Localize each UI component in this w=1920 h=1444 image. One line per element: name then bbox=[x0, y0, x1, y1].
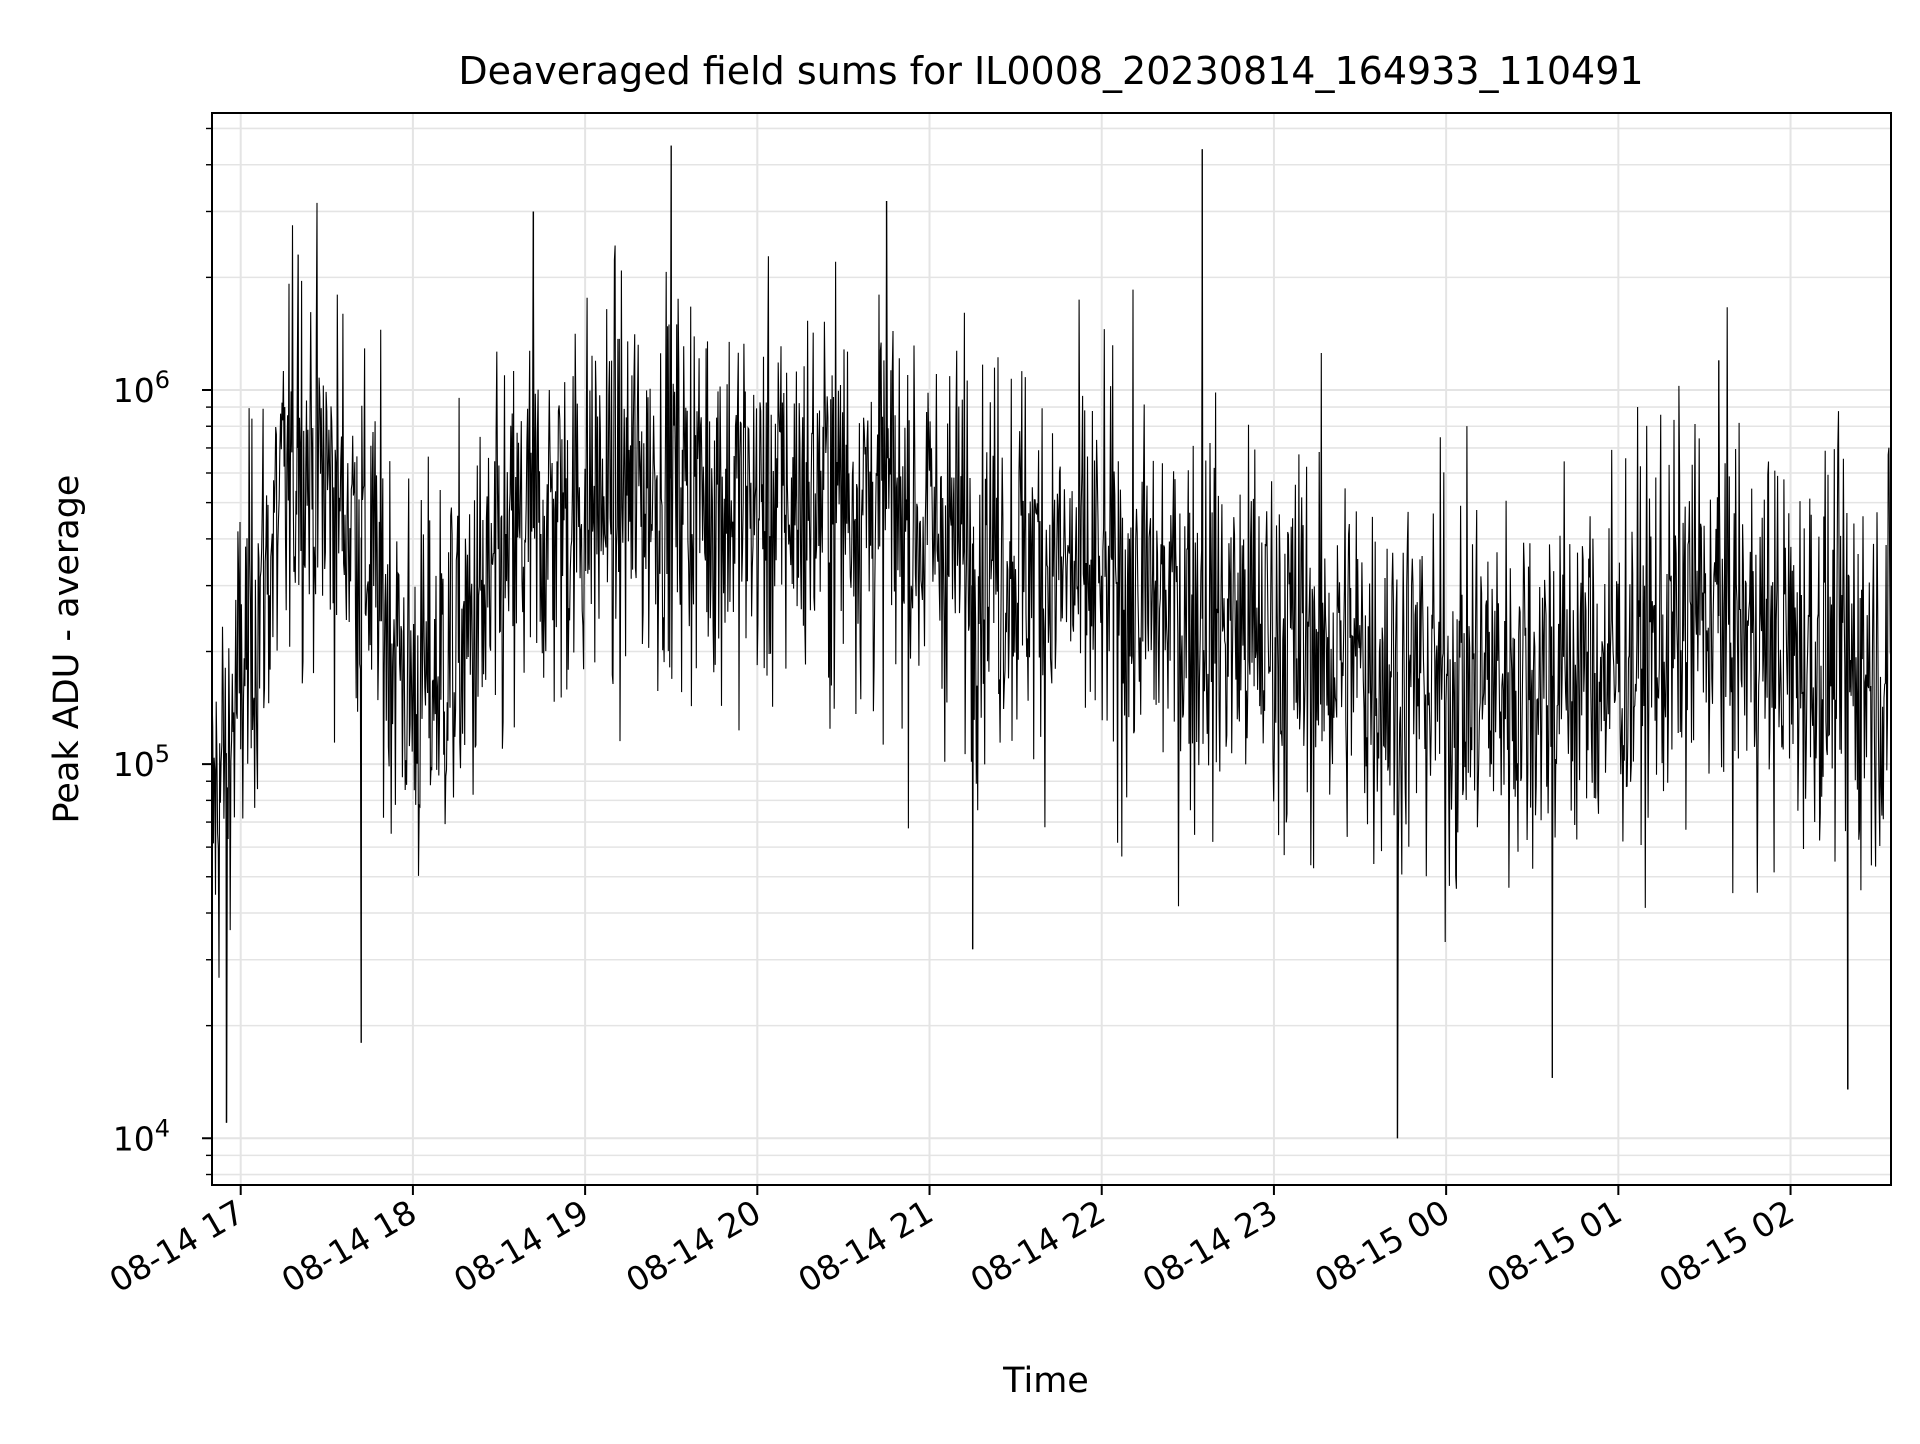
plot-frame bbox=[211, 112, 1892, 1186]
series-line bbox=[211, 145, 1892, 1139]
y-tick-label: 106 bbox=[113, 366, 170, 410]
data-series-line bbox=[211, 145, 1892, 1139]
chart-title: Deaveraged field sums for IL0008_2023081… bbox=[458, 49, 1643, 93]
y-axis-label: Peak ADU - average bbox=[47, 475, 87, 824]
x-axis-label: Time bbox=[1002, 1361, 1089, 1401]
y-tick-label: 105 bbox=[113, 740, 170, 784]
y-tick-label: 104 bbox=[113, 1114, 170, 1158]
